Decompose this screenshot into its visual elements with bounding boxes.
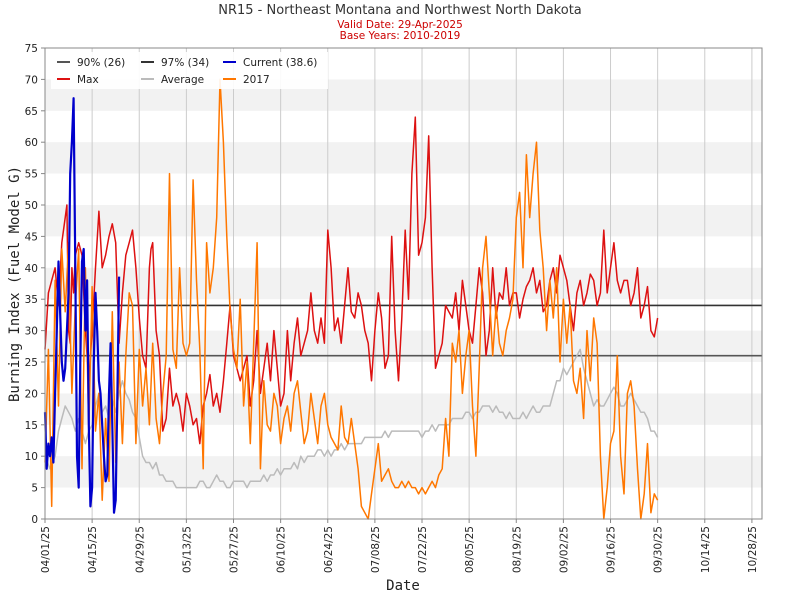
y-tick-label: 15: [25, 420, 38, 432]
y-tick-label: 50: [25, 200, 38, 212]
y-tick-label: 30: [25, 326, 38, 338]
x-tick-label: 08/05/25: [464, 526, 476, 573]
x-axis-label: Date: [386, 578, 420, 594]
y-axis-ticks: 0 5 10 15 20 25 30 35 40 45 50 55 60 65 70 75: [25, 43, 45, 526]
x-tick-label: 10/14/25: [700, 526, 712, 573]
y-tick-label: 10: [25, 451, 38, 463]
y-tick-label: 5: [31, 483, 38, 495]
x-tick-label: 05/13/25: [181, 526, 193, 573]
y-tick-label: 40: [25, 263, 38, 275]
x-axis-ticks: 04/01/25 04/15/25 04/29/25 05/13/25 05/27/25…: [40, 519, 759, 573]
y-tick-label: 60: [25, 137, 38, 149]
legend-label: 2017: [243, 74, 270, 86]
y-tick-label: 0: [31, 514, 38, 526]
legend-label: Current (38.6): [243, 57, 317, 69]
grid-band: [45, 205, 762, 237]
x-tick-label: 04/01/25: [40, 526, 52, 573]
series-line: [44, 116, 659, 445]
series-line: [44, 348, 659, 489]
x-tick-label: 07/08/25: [370, 526, 382, 573]
chart-subtitle-base-years: Base Years: 2010-2019: [339, 30, 461, 42]
series-line: [44, 78, 659, 520]
series-lines: [43, 78, 659, 520]
x-tick-label: 04/15/25: [87, 526, 99, 573]
reference-lines: [45, 304, 762, 357]
x-tick-label: 08/19/25: [511, 526, 523, 573]
x-tick-label: 10/28/25: [747, 526, 759, 573]
y-tick-label: 65: [25, 106, 38, 118]
chart-subtitle-valid-date: Valid Date: 29-Apr-2025: [337, 19, 463, 31]
grid-band: [45, 393, 762, 425]
y-tick-label: 55: [25, 169, 38, 181]
y-tick-label: 35: [25, 294, 38, 306]
legend-label: 97% (34): [161, 57, 209, 69]
grid-band: [45, 142, 762, 174]
grid-band: [45, 456, 762, 488]
plot-frame: [44, 47, 763, 520]
series-line: [43, 97, 121, 514]
legend: 90% (26) 97% (34) Current (38.6) Max Average…: [51, 52, 328, 89]
y-tick-label: 25: [25, 357, 38, 369]
x-tick-label: 06/10/25: [276, 526, 288, 573]
legend-label: Max: [77, 74, 99, 86]
legend-label: Average: [161, 74, 204, 86]
x-tick-label: 05/27/25: [229, 526, 241, 573]
legend-box: [51, 52, 328, 89]
x-tick-label: 09/16/25: [606, 526, 618, 573]
y-tick-label: 70: [25, 74, 38, 86]
chart-title: NR15 - Northeast Montana and Northwest N…: [218, 3, 582, 18]
y-tick-label: 75: [25, 43, 38, 55]
x-tick-label: 06/24/25: [323, 526, 335, 573]
y-tick-label: 45: [25, 231, 38, 243]
y-tick-label: 20: [25, 388, 38, 400]
x-tick-label: 09/30/25: [653, 526, 665, 573]
x-tick-label: 09/02/25: [558, 526, 570, 573]
y-axis-label: Burning Index (Fuel Model G): [7, 166, 23, 402]
legend-label: 90% (26): [77, 57, 125, 69]
x-tick-label: 07/22/25: [417, 526, 429, 573]
grid-band: [45, 330, 762, 362]
x-tick-label: 04/29/25: [134, 526, 146, 573]
